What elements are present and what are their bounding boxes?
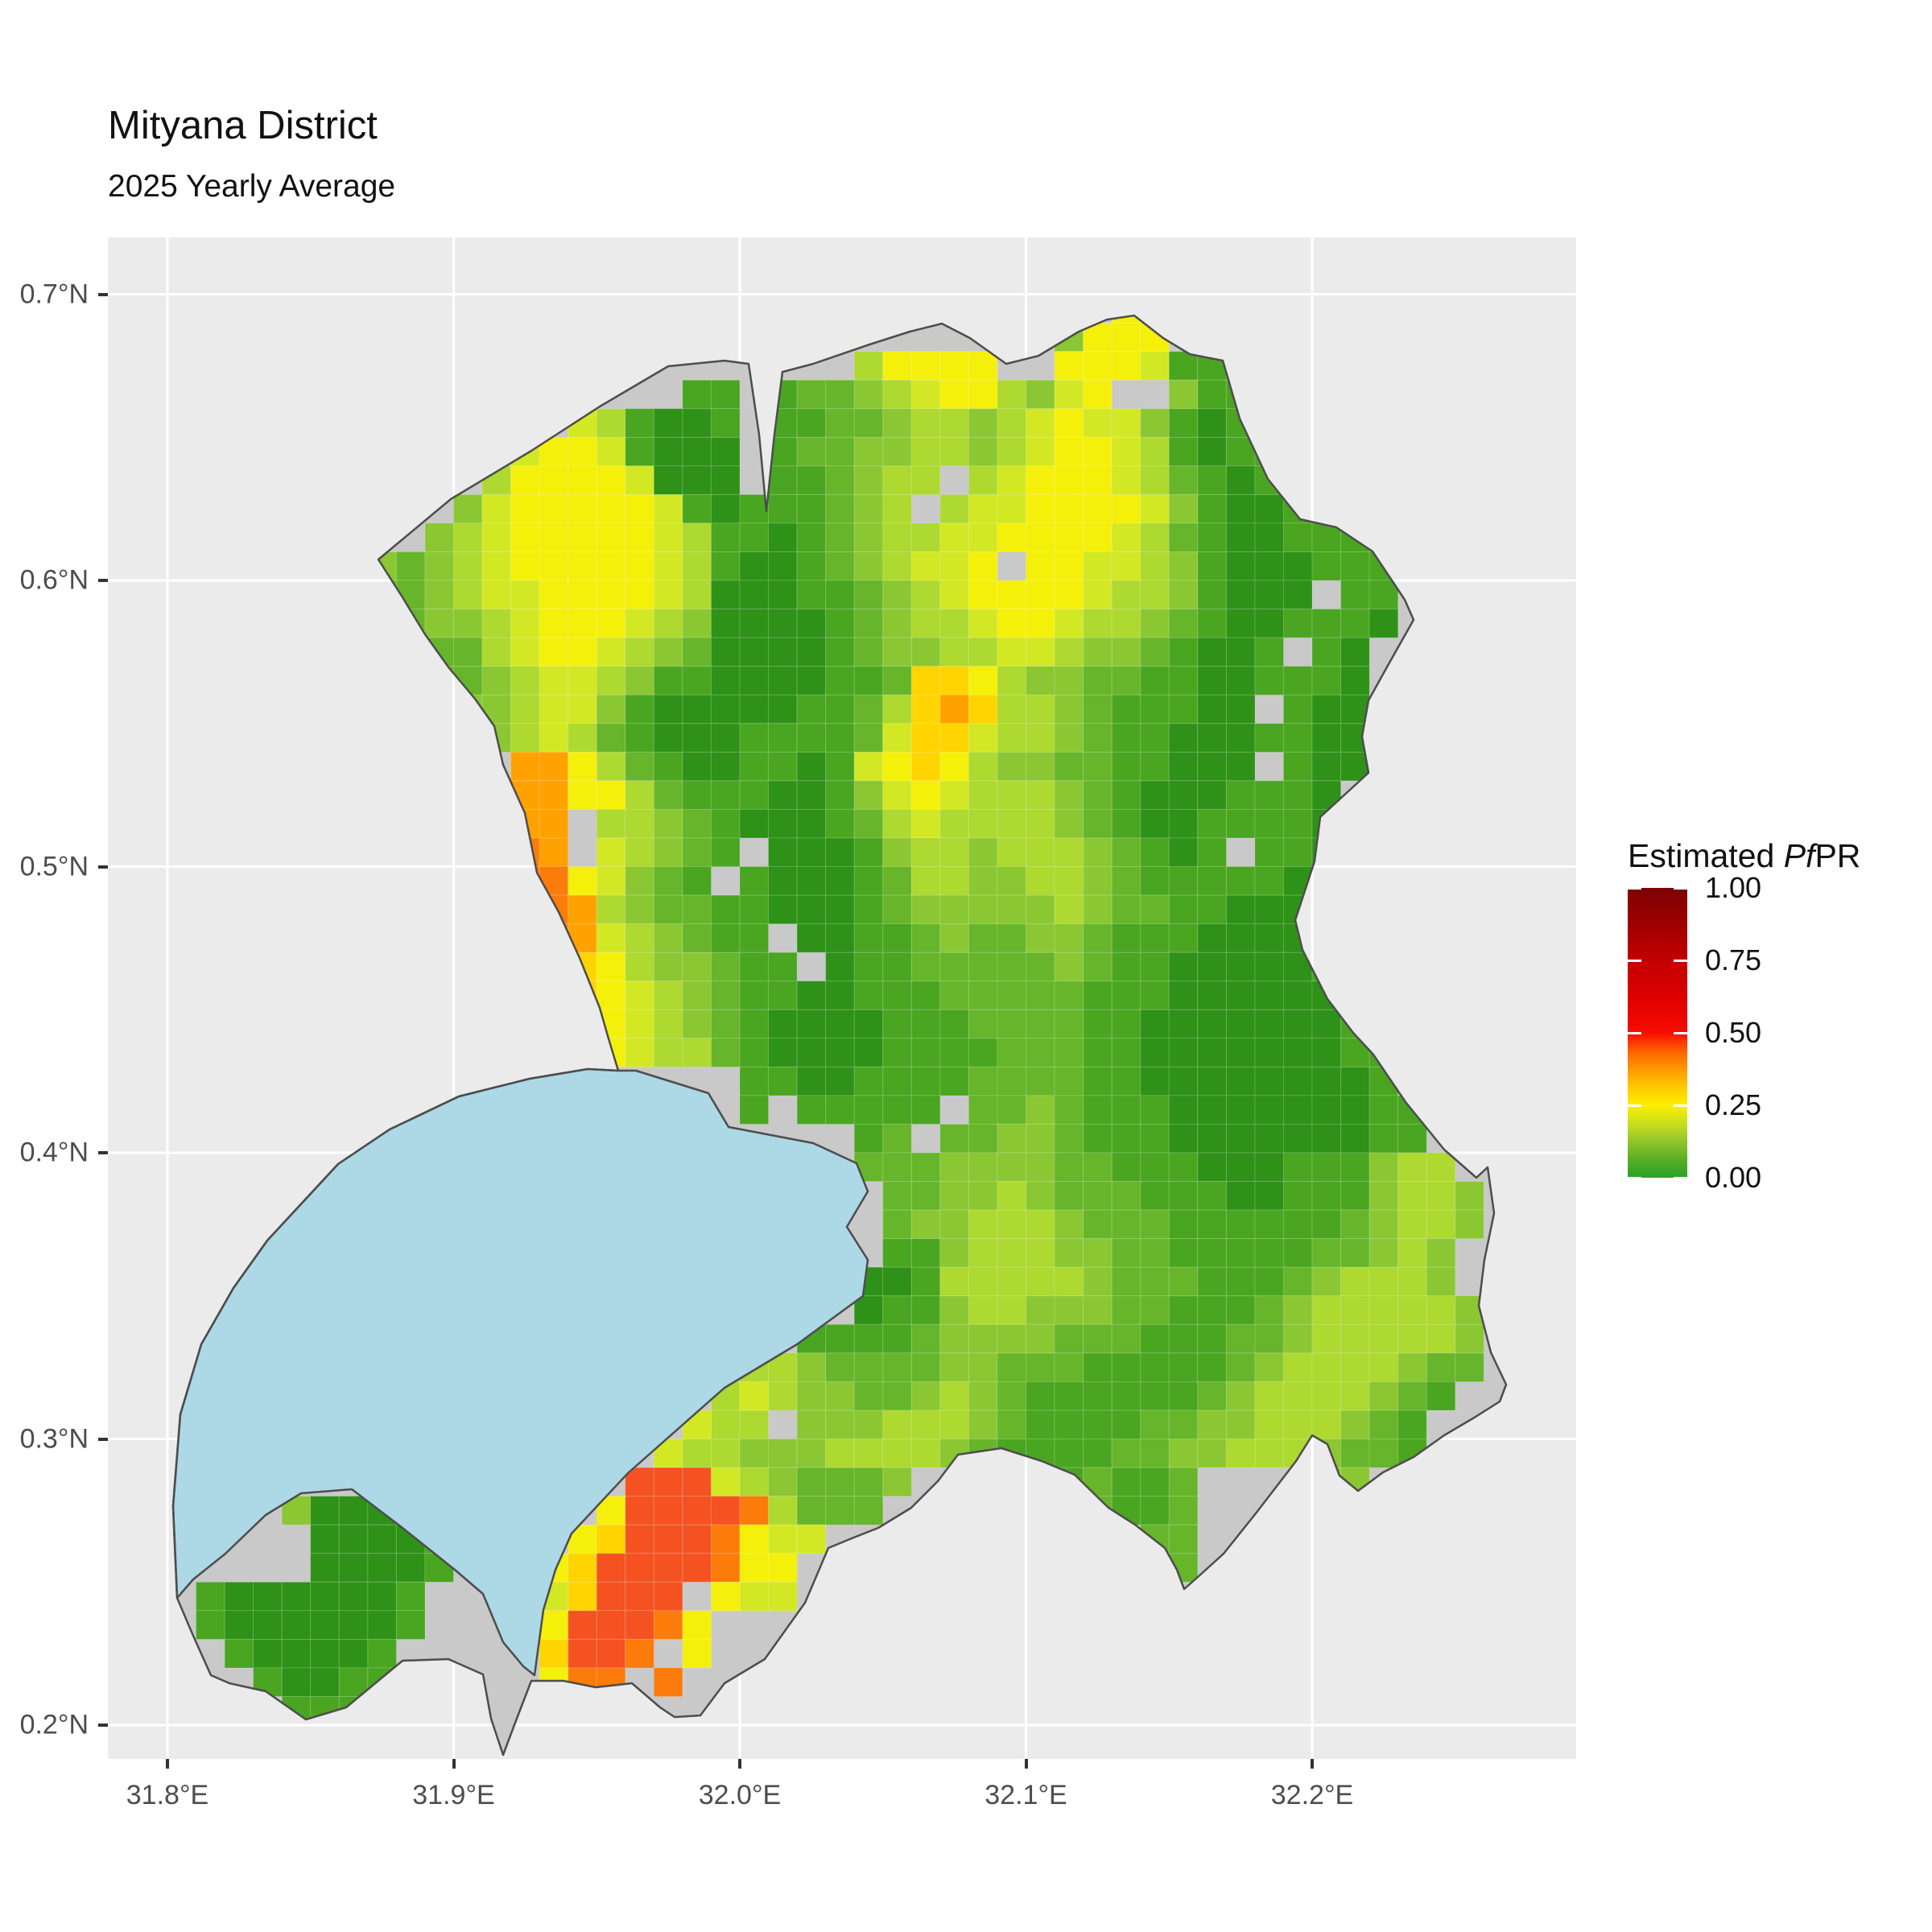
x-tick-label: 31.9°E	[412, 1780, 495, 1810]
legend-title-italic: Pf	[1783, 837, 1815, 874]
legend-tick-left	[1628, 1104, 1641, 1107]
district-raster-map	[108, 237, 1576, 1759]
legend-tick-right	[1674, 1104, 1687, 1107]
legend-tick-left	[1628, 887, 1641, 890]
legend-tick-label: 0.75	[1705, 943, 1762, 976]
legend-tick-label: 0.00	[1705, 1161, 1762, 1194]
legend-tick-left	[1628, 960, 1641, 962]
x-axis-tick	[452, 1759, 456, 1769]
legend-title: Estimated PfPR	[1628, 837, 1918, 875]
x-axis-tick	[166, 1759, 169, 1769]
y-axis-tick	[98, 1151, 108, 1154]
legend-tick-right	[1674, 1032, 1687, 1034]
y-tick-label: 0.4°N	[19, 1137, 89, 1168]
x-axis-tick	[738, 1759, 741, 1769]
legend-tick-label: 0.25	[1705, 1088, 1762, 1121]
y-tick-label: 0.6°N	[19, 564, 89, 596]
plot-title: Mityana District	[108, 104, 378, 147]
x-axis-tick	[1311, 1759, 1314, 1769]
raster-cells	[196, 316, 1484, 1726]
map-panel	[108, 237, 1576, 1759]
legend-tick-right	[1674, 887, 1687, 890]
legend-tick-label: 1.00	[1705, 871, 1762, 904]
legend-tick-right	[1674, 960, 1687, 962]
y-axis-tick	[98, 292, 108, 296]
legend-tick-left	[1628, 1032, 1641, 1034]
y-tick-label: 0.3°N	[19, 1423, 89, 1454]
plot-subtitle: 2025 Yearly Average	[108, 169, 396, 204]
district-boundary	[171, 314, 1508, 1757]
legend-tick-right	[1674, 1177, 1687, 1179]
legend-title-suffix: PR	[1814, 837, 1861, 874]
legend-title-prefix: Estimated	[1628, 837, 1784, 874]
y-tick-label: 0.7°N	[19, 279, 89, 309]
y-axis-tick	[98, 865, 108, 869]
y-axis-tick	[98, 579, 108, 582]
y-axis-tick	[98, 1724, 108, 1727]
x-tick-label: 32.0°E	[698, 1780, 782, 1810]
legend-tick-label: 0.50	[1705, 1016, 1762, 1049]
x-axis-tick	[1024, 1759, 1028, 1769]
legend: Estimated PfPR 1.00 0.75 0.50 0.25 0.00	[1628, 837, 1918, 1194]
y-tick-label: 0.2°N	[19, 1709, 89, 1740]
y-axis-tick	[98, 1437, 108, 1441]
legend-tick-left	[1628, 1177, 1641, 1179]
x-tick-label: 32.2°E	[1270, 1780, 1354, 1810]
x-tick-label: 32.1°E	[985, 1780, 1067, 1810]
y-tick-label: 0.5°N	[19, 851, 89, 881]
x-tick-label: 31.8°E	[126, 1780, 209, 1810]
